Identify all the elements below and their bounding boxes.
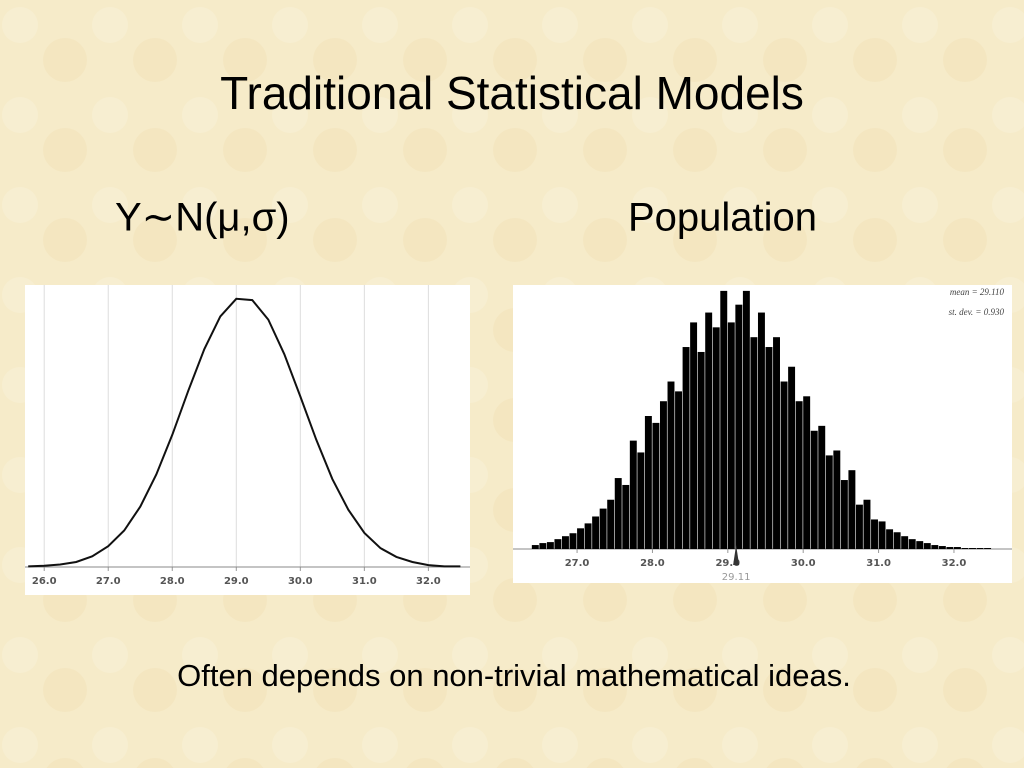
- mean-marker: [733, 545, 740, 565]
- bar: [531, 545, 539, 549]
- bar: [795, 401, 803, 549]
- bar: [773, 337, 780, 549]
- x-tick-label: 26.0: [32, 576, 57, 587]
- bar: [916, 541, 924, 549]
- bar: [803, 396, 811, 549]
- bar: [908, 539, 916, 549]
- bar: [765, 347, 773, 549]
- footer-text: Often depends on non-trivial mathematica…: [177, 658, 851, 693]
- bar: [637, 452, 645, 549]
- x-tick-label: 31.0: [866, 558, 891, 569]
- bar: [742, 290, 750, 549]
- bar: [818, 425, 826, 549]
- bar: [690, 322, 698, 549]
- bar: [893, 532, 901, 549]
- bar: [599, 508, 607, 549]
- bar: [577, 528, 585, 549]
- bar: [810, 430, 818, 549]
- x-tick-label: 27.0: [96, 576, 121, 587]
- bar: [757, 312, 765, 549]
- bar: [629, 440, 637, 549]
- bar: [855, 504, 863, 549]
- bar: [780, 381, 788, 549]
- x-tick-label: 27.0: [565, 558, 590, 569]
- bar: [946, 547, 954, 549]
- bar: [969, 548, 976, 549]
- bar: [840, 480, 848, 549]
- bar: [614, 478, 622, 549]
- annotation: st. dev. = 0.930: [949, 307, 1005, 317]
- x-tick-label: 30.0: [288, 576, 313, 587]
- bar: [938, 546, 946, 549]
- bar: [871, 519, 878, 549]
- bar: [705, 312, 713, 549]
- bar: [825, 455, 833, 549]
- left-label: Y∼N(μ,σ): [115, 196, 290, 240]
- bar: [659, 401, 667, 549]
- bar: [607, 499, 615, 549]
- left-panel: [25, 285, 470, 595]
- bar: [561, 536, 569, 549]
- bar: [584, 523, 592, 549]
- bar: [953, 547, 961, 549]
- bar: [712, 327, 720, 549]
- bar: [923, 543, 931, 549]
- curve: [28, 297, 461, 568]
- charts: 26.0 27.0 28.0 29.0 30.0 31.0 32.0 27.0 28.0 29.0…: [25, 285, 1012, 587]
- x-tick-label: 31.0: [352, 576, 377, 587]
- bar: [622, 484, 630, 549]
- bar: [727, 322, 735, 549]
- bar: [863, 499, 871, 549]
- bar: [750, 337, 758, 549]
- bar: [878, 521, 886, 549]
- bar: [592, 516, 600, 549]
- bar: [539, 543, 547, 549]
- mean-label: 29.11: [722, 572, 751, 583]
- bar: [961, 548, 969, 549]
- bar: [788, 366, 796, 549]
- bar: [720, 290, 728, 549]
- bar: [931, 545, 939, 549]
- bar: [554, 539, 562, 549]
- x-tick-label: 29.0: [715, 558, 740, 569]
- x-tick-label: 28.0: [640, 558, 665, 569]
- bar: [644, 416, 652, 549]
- bar: [848, 470, 856, 549]
- bar: [546, 542, 554, 549]
- bar: [901, 536, 909, 549]
- bar: [569, 533, 577, 549]
- bar: [976, 548, 984, 549]
- x-tick-label: 30.0: [791, 558, 816, 569]
- bar: [652, 422, 660, 549]
- bar: [682, 347, 690, 549]
- bar: [667, 381, 675, 549]
- annotation: mean = 29.110: [950, 287, 1005, 297]
- bar: [697, 351, 705, 549]
- bar: [833, 450, 841, 549]
- x-tick-label: 32.0: [416, 576, 441, 587]
- x-tick-label: 29.0: [224, 576, 249, 587]
- x-tick-label: 28.0: [160, 576, 185, 587]
- bar: [886, 529, 894, 549]
- right-label: Population: [628, 196, 817, 240]
- x-tick-label: 32.0: [942, 558, 967, 569]
- bar: [735, 304, 743, 549]
- bar: [675, 391, 682, 549]
- bar: [984, 548, 992, 549]
- slide-title: Traditional Statistical Models: [220, 67, 804, 119]
